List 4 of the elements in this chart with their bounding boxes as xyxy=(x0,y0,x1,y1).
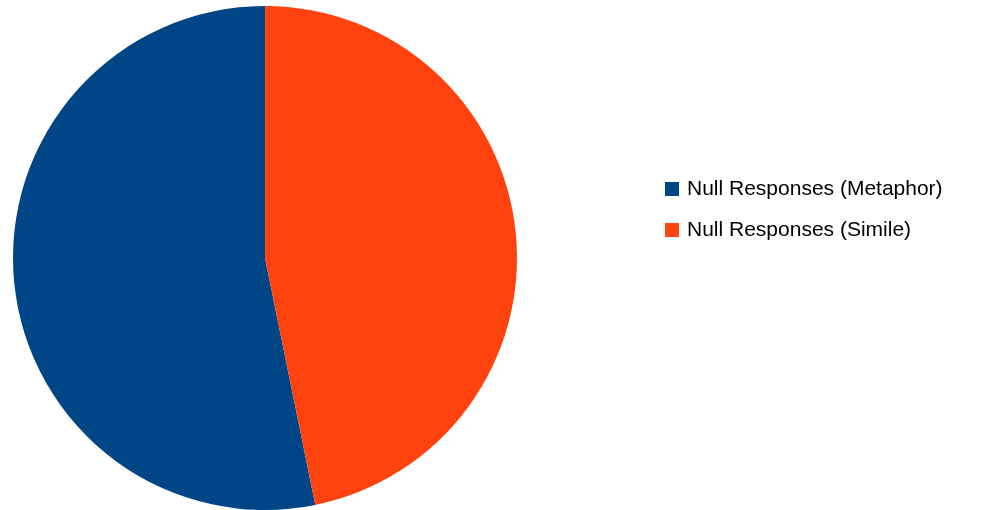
legend-label: Null Responses (Simile) xyxy=(687,217,912,240)
legend-label: Null Responses (Metaphor) xyxy=(687,176,943,199)
pie-slice xyxy=(265,6,517,505)
pie-slice xyxy=(13,6,316,510)
